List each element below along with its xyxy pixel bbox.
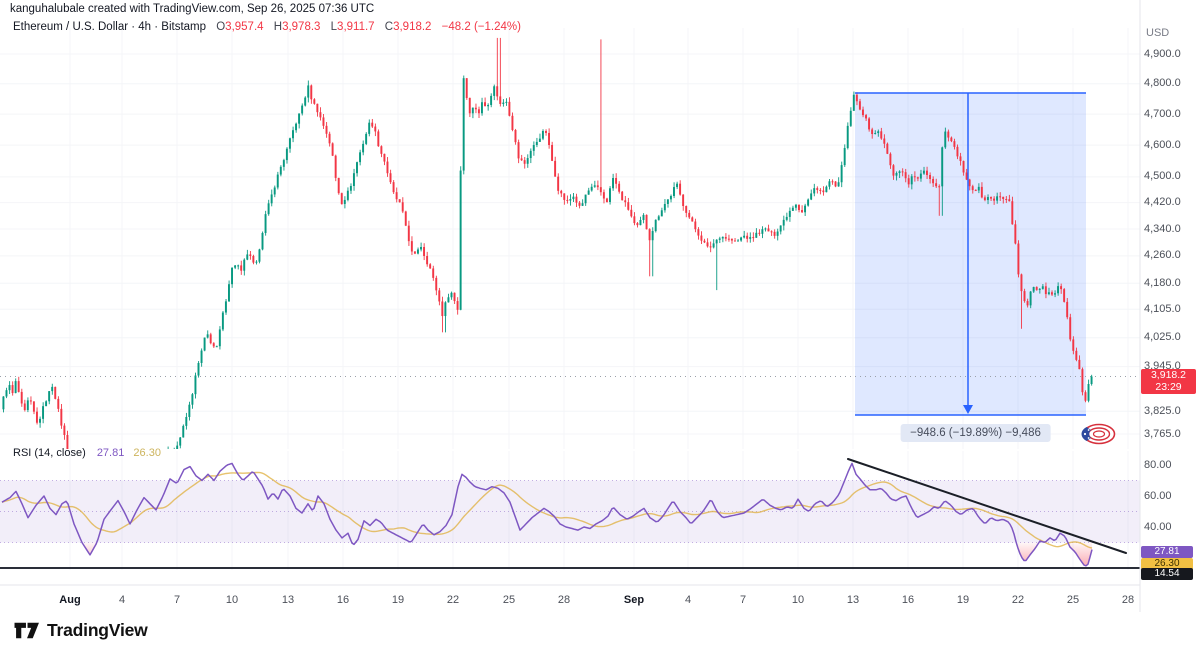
price-tick-label: 4,260.0 <box>1144 249 1181 262</box>
rsi-band <box>0 480 1140 543</box>
price-tick-label: 4,800.0 <box>1144 77 1181 90</box>
measure-tool[interactable] <box>855 92 1086 416</box>
time-tick-label: 4 <box>118 594 126 606</box>
time-tick-label: 22 <box>446 594 460 606</box>
close-label: C <box>384 21 394 33</box>
open-label: O <box>216 21 226 33</box>
price-tick-label: 4,340.0 <box>1144 222 1181 235</box>
rsi-pane[interactable] <box>0 458 1140 569</box>
measure-tool-label[interactable]: −948.6 (−19.89%) −9,486 <box>900 424 1051 442</box>
time-tick-label: 16 <box>336 594 350 606</box>
time-tick-label: 13 <box>846 594 860 606</box>
time-tick-label: 25 <box>1066 594 1080 606</box>
price-tick-label: 4,900.0 <box>1144 47 1181 60</box>
rsi-ma-value: 26.30 <box>133 447 161 459</box>
tradingview-logo-icon <box>14 622 39 639</box>
rsi-tick-label: 80.00 <box>1144 458 1172 471</box>
high-value: 3,978.3 <box>282 21 321 33</box>
rsi-legend[interactable]: RSI (14, close) 27.81 26.30 <box>13 447 161 459</box>
rsi-ma-value-label: 26.30 <box>1141 557 1193 570</box>
measure-arrow-icon <box>963 405 973 414</box>
time-tick-label: Sep <box>623 594 645 606</box>
price-tick-label: 4,025.0 <box>1144 331 1181 344</box>
time-tick-label: 19 <box>956 594 970 606</box>
rsi-trendline-drawing[interactable] <box>847 458 1127 554</box>
rsi-title: RSI (14, close) <box>13 447 86 459</box>
price-tick-label: 4,420.0 <box>1144 196 1181 209</box>
price-tick-label: 4,105.0 <box>1144 302 1181 315</box>
change-value: −48.2 (−1.24%) <box>441 21 521 33</box>
time-tick-label: 28 <box>1121 594 1135 606</box>
time-tick-label: Aug <box>59 594 81 606</box>
rsi-oversold-fill <box>1068 542 1092 566</box>
close-value: 3,918.2 <box>393 21 432 33</box>
measure-tool-region[interactable] <box>855 93 1086 415</box>
rsi-oversold-fill <box>84 542 96 555</box>
price-axis-unit: USD <box>1146 27 1170 39</box>
last-price-label: 3,918.2 23:29 <box>1141 369 1196 394</box>
price-tick-label: 3,825.0 <box>1144 404 1181 417</box>
time-tick-label: 25 <box>502 594 516 606</box>
time-tick-label: 16 <box>901 594 915 606</box>
rsi-oversold-fill <box>1018 542 1038 561</box>
time-tick-label: 22 <box>1011 594 1025 606</box>
time-tick-label: 10 <box>791 594 805 606</box>
price-tick-label: 3,765.0 <box>1144 427 1181 440</box>
rsi-ma-line <box>1 471 1093 549</box>
candles-group <box>2 37 1093 449</box>
price-tick-label: 4,600.0 <box>1144 138 1181 151</box>
attribution-text: kanguhalubale created with TradingView.c… <box>10 3 375 15</box>
tradingview-logo-text: TradingView <box>47 620 148 640</box>
rsi-tick-label: 40.00 <box>1144 520 1172 533</box>
price-tick-label: 4,180.0 <box>1144 276 1181 289</box>
time-tick-label: 4 <box>684 594 692 606</box>
countdown-timer: 23:29 <box>1155 381 1182 393</box>
last-price-value: 3,918.2 <box>1150 369 1187 381</box>
rsi-value-label: 27.81 <box>1141 546 1193 558</box>
rsi-hline-value-label: 14.54 <box>1141 568 1193 580</box>
time-tick-label: 13 <box>281 594 295 606</box>
rsi-value: 27.81 <box>96 447 125 459</box>
low-label: L <box>330 21 338 33</box>
time-tick-label: 10 <box>225 594 239 606</box>
open-value: 3,957.4 <box>225 21 264 33</box>
tradingview-logo[interactable]: TradingView <box>14 620 148 641</box>
rsi-line <box>1 462 1093 567</box>
symbol-title: Ethereum / U.S. Dollar · 4h · Bitstamp <box>13 21 207 33</box>
low-value: 3,911.7 <box>337 21 375 33</box>
rsi-tick-label: 60.00 <box>1144 489 1172 502</box>
flag-eye-logo-icon <box>1081 423 1116 445</box>
main-pane[interactable] <box>0 37 1140 582</box>
high-label: H <box>273 21 283 33</box>
time-tick-label: 7 <box>173 594 181 606</box>
symbol-legend[interactable]: Ethereum / U.S. Dollar · 4h · Bitstamp O… <box>13 21 521 33</box>
price-tick-label: 4,700.0 <box>1144 107 1181 120</box>
time-tick-label: 7 <box>739 594 747 606</box>
price-tick-label: 4,500.0 <box>1144 170 1181 183</box>
time-tick-label: 19 <box>391 594 405 606</box>
time-tick-label: 28 <box>557 594 571 606</box>
